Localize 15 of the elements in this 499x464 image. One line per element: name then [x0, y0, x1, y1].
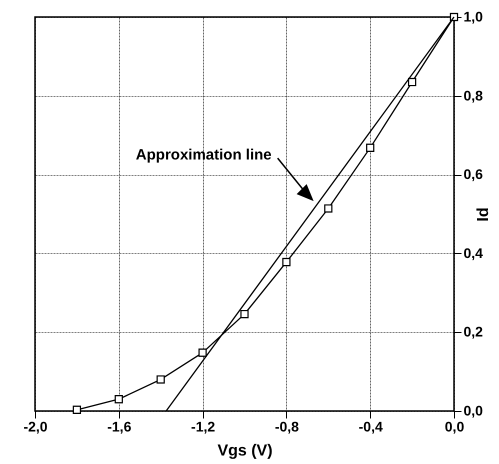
annotation: Approximation line: [136, 146, 272, 164]
x-axis-title: Vgs (V): [217, 442, 273, 460]
y-tick-label: 0,0: [464, 402, 484, 418]
x-tick-label: -1,2: [191, 418, 216, 434]
y-tick-label: 0,8: [464, 87, 484, 104]
y-tick-label: 0,4: [464, 244, 484, 261]
x-tick-label: -0,4: [358, 418, 383, 434]
y-tick-label: 1,0: [464, 8, 484, 24]
y-axis-title: Id: [474, 207, 492, 222]
x-tick-label: -2,0: [23, 418, 48, 434]
x-tick-label: 0,0: [444, 418, 464, 434]
y-tick-label: 0,6: [464, 166, 484, 182]
y-tick-label: 0,2: [464, 324, 484, 340]
x-tick-label: -1,6: [107, 418, 132, 434]
x-tick-label: -0,8: [274, 418, 300, 434]
